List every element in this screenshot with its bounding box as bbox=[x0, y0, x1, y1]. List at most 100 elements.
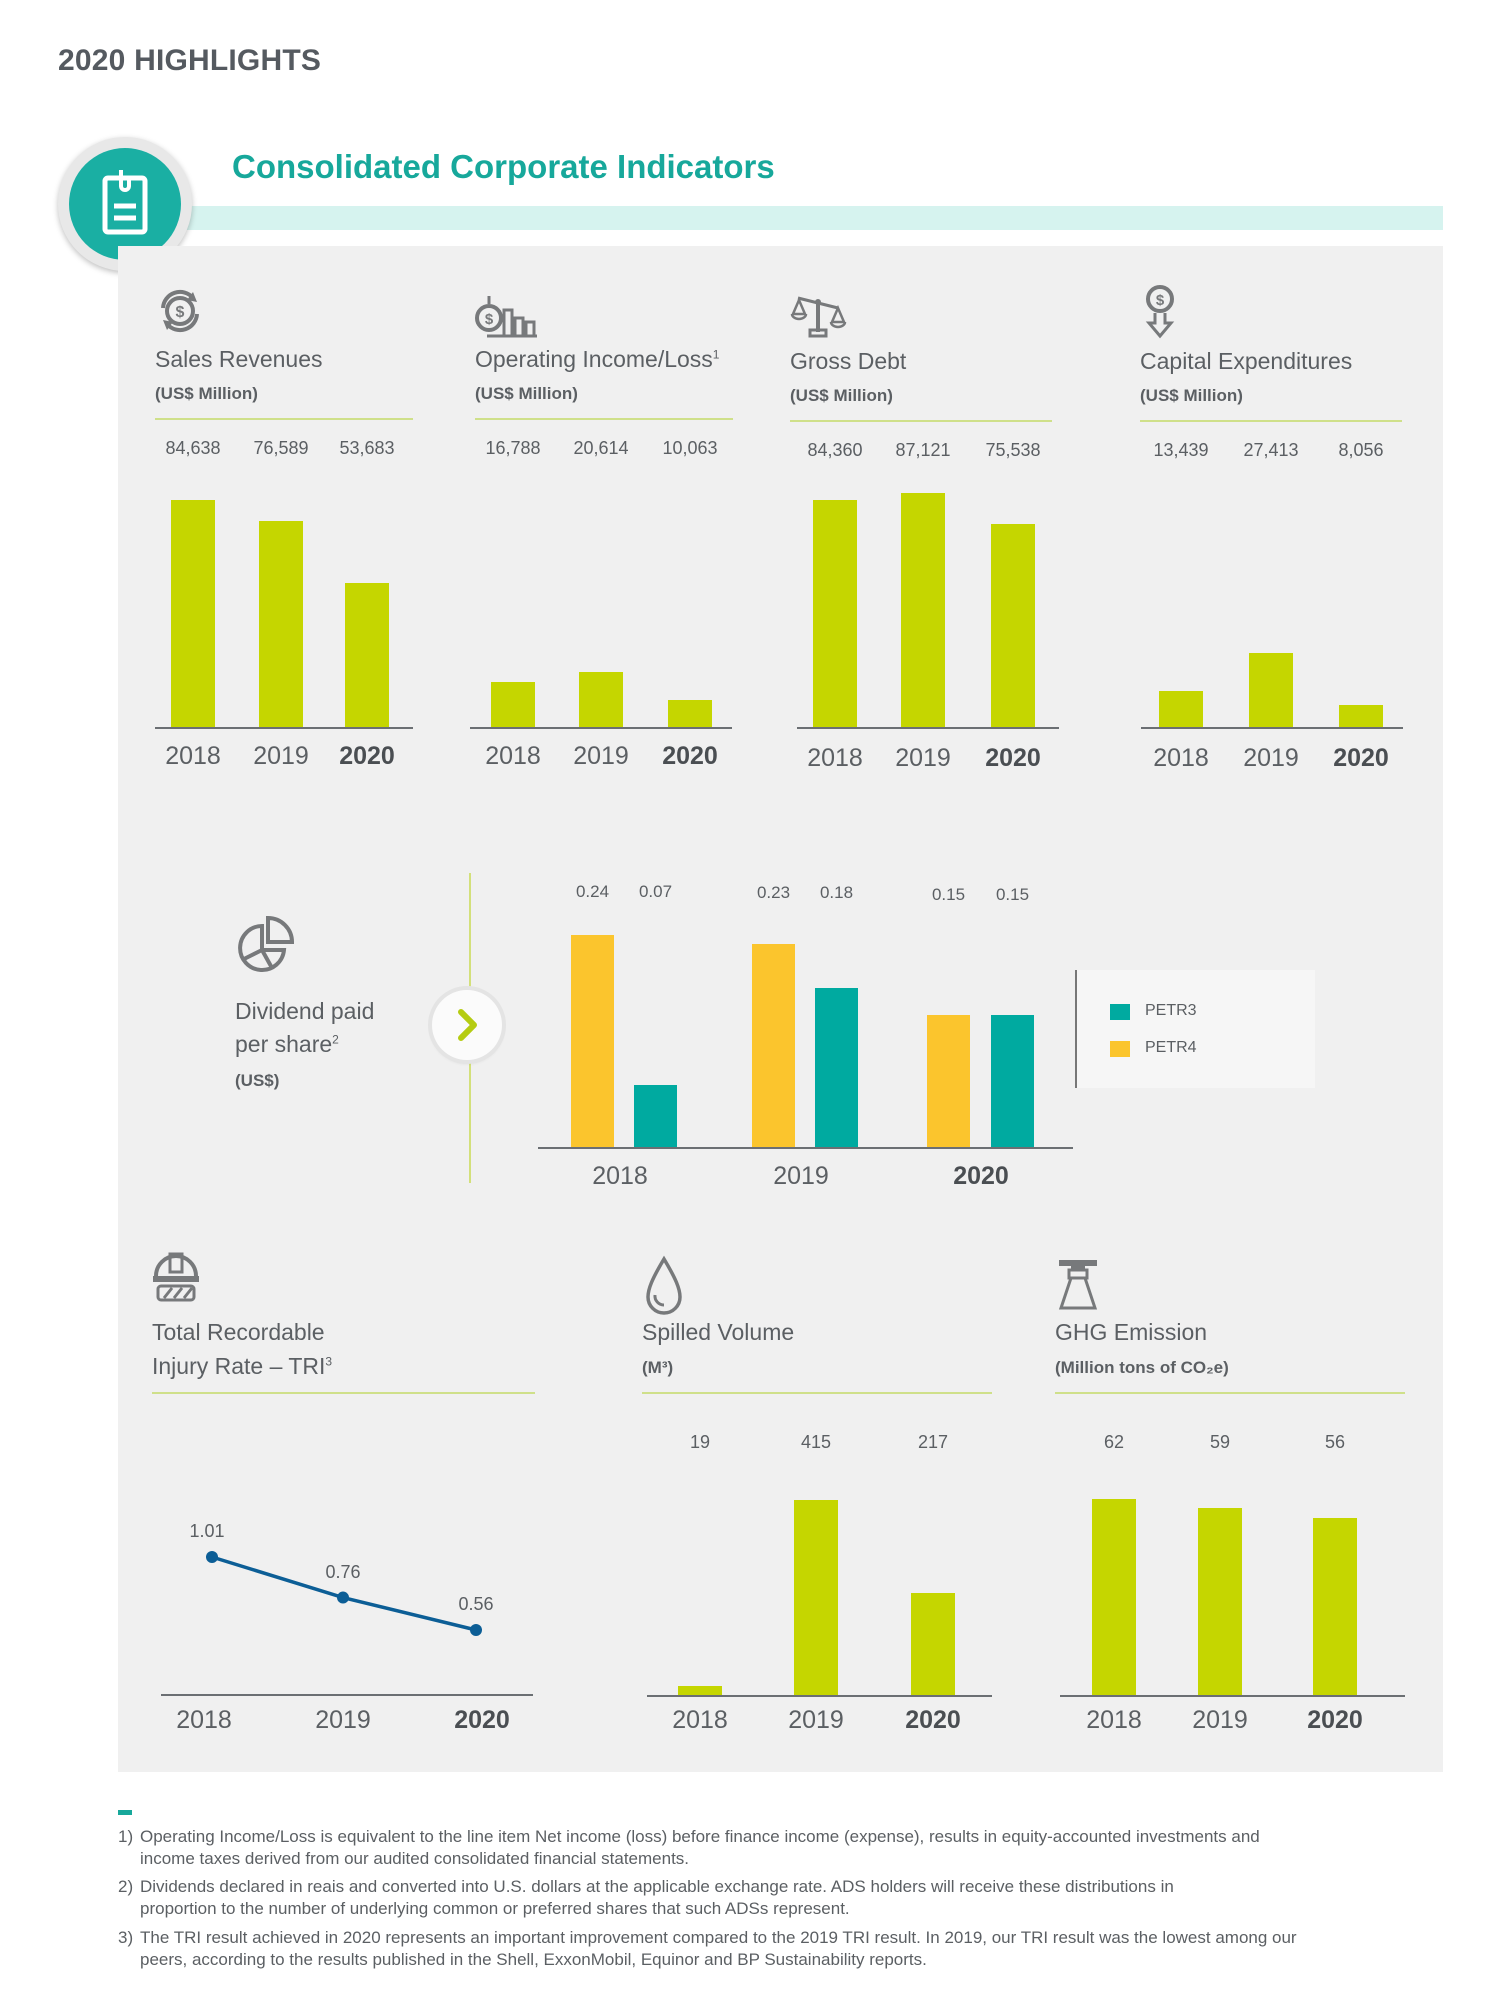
bar-2020 bbox=[991, 524, 1035, 727]
data-label: 59 bbox=[1209, 1432, 1231, 1452]
data-label: 84,360 bbox=[807, 440, 863, 460]
bar-2019 bbox=[259, 521, 303, 727]
bar-2019 bbox=[1249, 653, 1293, 727]
data-label: 1.01 bbox=[189, 1521, 225, 1541]
x-tick-label: 2020 bbox=[454, 1706, 510, 1734]
data-label: 27,413 bbox=[1243, 440, 1299, 460]
kpi-title-text: Injury Rate – TRI bbox=[152, 1353, 326, 1379]
kpi-divider bbox=[152, 1392, 535, 1394]
bar-petr3-2019 bbox=[815, 988, 858, 1147]
footnote: 1) Operating Income/Loss is equivalent to… bbox=[118, 1826, 1438, 1870]
kpi-title-text: GHG Emission bbox=[1055, 1319, 1208, 1345]
kpi-title: Injury Rate – TRI3 bbox=[152, 1353, 332, 1380]
bar-2019 bbox=[1198, 1508, 1242, 1695]
footnote-ref: 3 bbox=[325, 1354, 333, 1369]
x-tick-label: 2019 bbox=[573, 742, 629, 770]
legend-swatch-petr4 bbox=[1110, 1041, 1130, 1057]
data-label: 19 bbox=[689, 1432, 711, 1452]
data-label: 62 bbox=[1103, 1432, 1125, 1452]
x-tick-label: 2020 bbox=[662, 742, 718, 770]
kpi-unit: (US$ Million) bbox=[155, 384, 258, 403]
kpi-title: Capital Expenditures bbox=[1140, 348, 1352, 375]
footnote: 2) Dividends declared in reais and conver… bbox=[118, 1876, 1438, 1920]
svg-text:$: $ bbox=[1156, 292, 1165, 309]
legend-label-petr4: PETR4 bbox=[1145, 1039, 1197, 1056]
data-label: 56 bbox=[1324, 1432, 1346, 1452]
x-tick-label: 2020 bbox=[953, 1162, 1009, 1190]
footnote-number: 3) bbox=[118, 1928, 134, 1947]
x-tick-label: 2020 bbox=[339, 742, 395, 770]
legend-swatch-petr3 bbox=[1110, 1004, 1130, 1020]
kpi-unit: (M³) bbox=[642, 1358, 674, 1377]
dollar-bars-icon: $ bbox=[475, 292, 541, 342]
x-tick-label: 2018 bbox=[485, 742, 541, 770]
x-tick-label: 2018 bbox=[165, 742, 221, 770]
kpi-title: Spilled Volume bbox=[642, 1319, 794, 1346]
dollar-cycle-icon: $ bbox=[155, 286, 205, 336]
bar-2020 bbox=[911, 1593, 955, 1695]
kpi-unit: (Million tons of CO₂e) bbox=[1055, 1358, 1229, 1377]
data-label: 0.76 bbox=[325, 1561, 361, 1582]
footnote-text: The TRI result achieved in 2020 represen… bbox=[140, 1928, 1297, 1947]
footnote-ref: 2 bbox=[332, 1032, 339, 1047]
kpi-divider bbox=[642, 1392, 992, 1394]
x-axis bbox=[538, 1147, 1073, 1149]
bar-2020 bbox=[345, 582, 389, 727]
kpi-unit: (US$ Million) bbox=[790, 386, 893, 405]
next-button[interactable] bbox=[432, 990, 502, 1060]
x-tick-label: 2019 bbox=[1243, 744, 1299, 772]
x-tick-label: 2020 bbox=[1307, 1706, 1363, 1734]
chimney-icon bbox=[1055, 1256, 1101, 1312]
data-label: 20,614 bbox=[573, 438, 629, 458]
data-label: 0.15 bbox=[931, 885, 966, 904]
kpi-title-text: Capital Expenditures bbox=[1140, 348, 1353, 374]
bar-2018 bbox=[1159, 690, 1203, 727]
data-label: 87,121 bbox=[895, 440, 951, 460]
clipboard-icon bbox=[69, 148, 181, 260]
bar-2019 bbox=[794, 1500, 838, 1695]
kpi-title: Total Recordable bbox=[152, 1319, 325, 1345]
footnote: 3) The TRI result achieved in 2020 repres… bbox=[118, 1927, 1438, 1971]
data-label: 0.24 bbox=[575, 882, 610, 901]
x-axis bbox=[470, 727, 732, 729]
data-label: 0.15 bbox=[995, 885, 1030, 904]
drop-icon bbox=[642, 1255, 686, 1315]
kpi-title: Gross Debt bbox=[790, 348, 906, 375]
kpi-title: Dividend paid bbox=[235, 998, 375, 1024]
pie-chart-icon bbox=[232, 912, 298, 978]
x-axis bbox=[1060, 1695, 1405, 1697]
data-label: 13,439 bbox=[1153, 440, 1209, 460]
data-label: 10,063 bbox=[662, 438, 718, 458]
footnote-text: peers, according to the results publishe… bbox=[140, 1950, 927, 1969]
kpi-unit: (US$ Million) bbox=[475, 384, 578, 403]
bar-2020 bbox=[1339, 705, 1383, 727]
x-tick-label: 2019 bbox=[788, 1706, 844, 1734]
kpi-divider bbox=[155, 418, 413, 420]
bar-2020 bbox=[1313, 1517, 1357, 1695]
svg-text:$: $ bbox=[485, 311, 494, 328]
kpi-title-text: Spilled Volume bbox=[642, 1319, 795, 1345]
kpi-divider bbox=[1140, 420, 1402, 422]
x-axis bbox=[161, 1694, 533, 1696]
x-axis bbox=[155, 727, 413, 729]
footnote-number: 1) bbox=[118, 1827, 134, 1846]
footnote-text: Operating Income/Loss is equivalent to t… bbox=[140, 1827, 1260, 1846]
scales-icon bbox=[790, 290, 848, 340]
x-tick-label: 2020 bbox=[985, 744, 1041, 772]
data-label: 16,788 bbox=[485, 438, 541, 458]
bar-2019 bbox=[901, 493, 945, 727]
footnote-ref: 1 bbox=[712, 347, 720, 362]
x-tick-label: 2019 bbox=[895, 744, 951, 772]
x-tick-label: 2019 bbox=[315, 1706, 371, 1734]
bar-2018 bbox=[813, 500, 857, 727]
bar-2018 bbox=[678, 1686, 722, 1695]
dollar-down-arrow-icon: $ bbox=[1140, 283, 1180, 339]
x-tick-label: 2018 bbox=[592, 1162, 648, 1190]
x-axis bbox=[797, 727, 1059, 729]
footnote-text: Dividends declared in reais and converte… bbox=[140, 1877, 1174, 1896]
bar-2018 bbox=[171, 499, 215, 727]
chevron-right-icon bbox=[458, 1009, 477, 1041]
data-label: 53,683 bbox=[339, 438, 395, 458]
data-label: 8,056 bbox=[1338, 440, 1384, 460]
footnote-text: proportion to the number of underlying c… bbox=[140, 1899, 850, 1918]
